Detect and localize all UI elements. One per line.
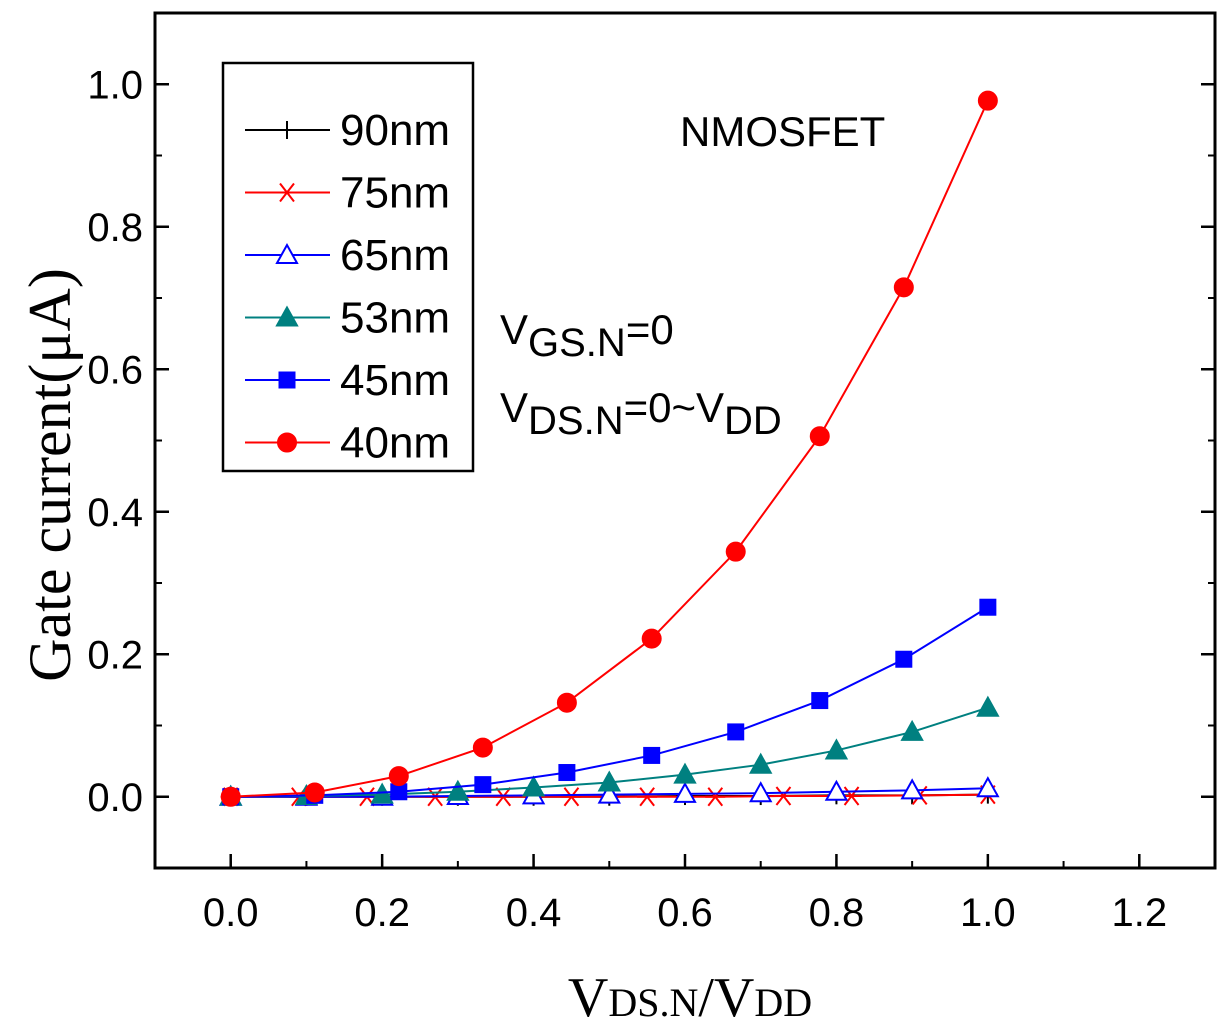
vds-annotation: VDS.N=0~VDD bbox=[500, 384, 782, 443]
legend-item-45nm: 45nm bbox=[245, 356, 450, 405]
legend-marker bbox=[278, 371, 296, 389]
data-point bbox=[727, 723, 745, 741]
vgs-annotation: VGS.N=0 bbox=[500, 306, 674, 365]
data-point bbox=[597, 770, 621, 792]
y-tick-label: 0.2 bbox=[87, 633, 143, 677]
data-point bbox=[811, 692, 829, 710]
data-point bbox=[976, 695, 1000, 717]
data-point bbox=[220, 786, 241, 807]
x-axis-title: VDS.N/VDD bbox=[568, 967, 812, 1029]
data-point bbox=[304, 782, 325, 803]
data-point bbox=[824, 779, 849, 801]
x-tick-label: 1.0 bbox=[960, 891, 1016, 935]
data-point bbox=[895, 650, 913, 668]
x-tick-label: 0.8 bbox=[809, 891, 865, 935]
data-point bbox=[556, 692, 577, 713]
x-tick-label: 1.2 bbox=[1111, 891, 1167, 935]
legend-item-75nm: 75nm bbox=[245, 169, 450, 218]
data-point bbox=[446, 779, 470, 801]
legend-marker bbox=[275, 242, 299, 264]
series-layer bbox=[219, 90, 1000, 807]
data-point bbox=[637, 787, 658, 807]
legend-marker bbox=[278, 121, 296, 139]
series-line bbox=[230, 606, 989, 798]
y-axis-title: Gate current(μA) bbox=[17, 268, 83, 682]
data-point bbox=[673, 781, 697, 803]
legend-label: 90nm bbox=[340, 106, 450, 155]
device-annotation: NMOSFET bbox=[680, 108, 885, 155]
data-point bbox=[493, 787, 514, 807]
series-40nm bbox=[220, 90, 998, 807]
legend-item-90nm: 90nm bbox=[245, 106, 450, 155]
y-tick-label: 0.6 bbox=[87, 348, 143, 392]
axis-ticks: 0.0 0.2 0.4 0.6 0.8 1.0 1.2 0.0 0.2 0.4 0.6 0.8 1.0 bbox=[87, 12, 1216, 935]
data-point bbox=[749, 781, 773, 803]
x-tick-label: 0.2 bbox=[354, 891, 410, 935]
x-tick-label: 0.6 bbox=[657, 891, 713, 935]
data-point bbox=[390, 783, 408, 801]
legend: 90nm 75nm 65nm 53nm 45nm 40nm bbox=[245, 106, 450, 468]
data-point bbox=[474, 776, 492, 794]
legend-item-53nm: 53nm bbox=[245, 294, 450, 343]
legend-marker bbox=[277, 182, 297, 203]
legend-marker bbox=[277, 432, 297, 453]
legend-label: 40nm bbox=[340, 419, 450, 468]
data-point bbox=[893, 277, 914, 298]
x-tick-label: 0.0 bbox=[203, 891, 259, 935]
data-point bbox=[900, 719, 924, 741]
y-tick-label: 0.0 bbox=[87, 776, 143, 820]
y-tick-label: 0.4 bbox=[87, 491, 143, 535]
data-point bbox=[521, 775, 546, 797]
data-point bbox=[824, 738, 849, 760]
data-point bbox=[388, 766, 409, 787]
data-point bbox=[976, 776, 1000, 798]
legend-label: 45nm bbox=[340, 356, 450, 405]
legend-item-40nm: 40nm bbox=[245, 419, 450, 468]
data-point bbox=[705, 787, 726, 807]
series-line bbox=[230, 100, 989, 798]
legend-label: 75nm bbox=[340, 169, 450, 218]
data-point bbox=[597, 782, 621, 804]
data-point bbox=[749, 752, 773, 774]
data-point bbox=[809, 426, 830, 447]
legend-marker bbox=[275, 305, 299, 327]
data-point bbox=[900, 778, 924, 800]
data-point bbox=[472, 737, 493, 758]
y-tick-label: 0.8 bbox=[87, 206, 143, 250]
series-45nm bbox=[222, 598, 997, 806]
data-point bbox=[673, 762, 697, 784]
data-point bbox=[643, 746, 661, 764]
data-point bbox=[558, 764, 576, 782]
data-point bbox=[641, 628, 662, 649]
data-point bbox=[773, 786, 794, 806]
data-point bbox=[977, 90, 998, 111]
legend-label: 65nm bbox=[340, 231, 450, 280]
data-point bbox=[979, 598, 997, 616]
legend-label: 53nm bbox=[340, 294, 450, 343]
data-point bbox=[725, 541, 746, 562]
y-tick-label: 1.0 bbox=[87, 63, 143, 107]
x-tick-label: 0.4 bbox=[506, 891, 562, 935]
legend-item-65nm: 65nm bbox=[245, 231, 450, 280]
data-point bbox=[561, 787, 582, 807]
